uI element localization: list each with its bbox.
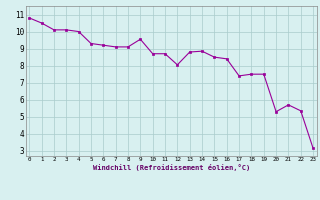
X-axis label: Windchill (Refroidissement éolien,°C): Windchill (Refroidissement éolien,°C) [92, 164, 250, 171]
